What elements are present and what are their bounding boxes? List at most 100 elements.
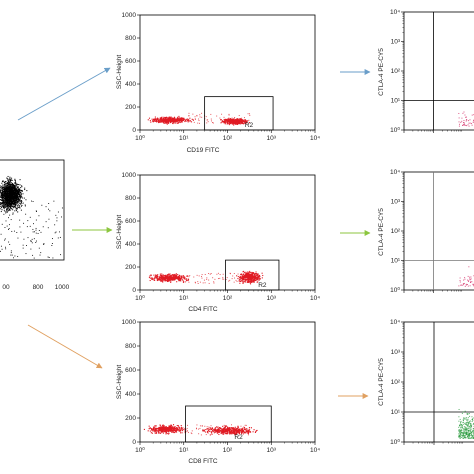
plot-fsc-ssc-event xyxy=(48,218,50,220)
plot-cd8-event xyxy=(218,428,220,430)
plot-cd8-event xyxy=(182,427,184,429)
plot-fsc-ssc-event xyxy=(5,191,7,193)
plot-fsc-ssc-event xyxy=(9,188,11,190)
plot-cd8-event xyxy=(174,426,176,428)
plot-cd8-event xyxy=(233,428,236,430)
plot-cd19-event xyxy=(241,122,243,124)
plot-cd19-event xyxy=(237,120,239,122)
plot-ctla4-bottom-event xyxy=(468,435,470,437)
plot-fsc-ssc-event xyxy=(9,185,11,187)
plot-fsc-ssc-event xyxy=(51,238,53,240)
plot-cd8-event xyxy=(154,432,157,434)
plot-cd19-event xyxy=(170,118,172,120)
plot-cd8-event xyxy=(168,425,170,427)
plot-cd4-event xyxy=(169,275,171,277)
plot-fsc-ssc-event xyxy=(11,191,13,193)
plot-cd8-event xyxy=(233,427,235,429)
plot-cd4-event xyxy=(175,274,177,276)
plot-fsc-ssc-event xyxy=(0,202,2,204)
plot-cd4-event xyxy=(255,271,257,273)
plot-cd19-event xyxy=(179,118,181,120)
plot-ctla4-bottom-event xyxy=(467,432,469,434)
plot-cd4-event xyxy=(166,275,168,277)
plot-fsc-ssc-event xyxy=(7,182,9,184)
plot-cd8-event xyxy=(241,429,243,431)
plot-cd8-event xyxy=(163,429,165,431)
plot-cd4-event xyxy=(248,275,250,277)
plot-ctla4-bottom-event xyxy=(468,422,470,424)
plot-cd19-event xyxy=(232,122,234,124)
plot-cd4-event xyxy=(169,278,171,280)
plot-cd4-event xyxy=(242,271,244,273)
plot-cd4-event xyxy=(164,280,166,282)
plot-cd19-event xyxy=(247,120,249,122)
plot-fsc-ssc-event xyxy=(1,248,3,250)
plot-cd19-xlabel: CD19 FITC xyxy=(187,147,220,154)
plot-ctla4-bottom-event xyxy=(459,431,461,433)
plot-ctla4-bottom-event xyxy=(461,412,463,414)
plot-cd8-event xyxy=(165,430,167,432)
plot-fsc-ssc-event xyxy=(19,219,21,221)
plot-cd4-event xyxy=(247,281,249,283)
plot-cd19-event xyxy=(221,120,224,122)
plot-cd8-event xyxy=(166,433,168,435)
plot-cd8-event xyxy=(223,432,225,434)
plot-cd8-event xyxy=(235,429,237,431)
plot-cd8-event xyxy=(211,427,214,429)
plot-cd19-event xyxy=(190,121,193,123)
plot-cd4-event xyxy=(233,272,235,274)
plot-fsc-ssc-event xyxy=(18,200,20,202)
plot-cd19-event xyxy=(194,118,196,120)
plot-fsc-ssc-event xyxy=(5,199,7,201)
plot-cd8-event xyxy=(173,431,175,434)
plot-cd8-event xyxy=(235,434,237,436)
plot-fsc-ssc-event xyxy=(57,211,59,213)
plot-fsc-ssc-event xyxy=(5,248,7,250)
plot-cd4-event xyxy=(163,279,165,281)
plot-fsc-ssc-event xyxy=(14,178,16,180)
plot-fsc-ssc-event xyxy=(14,188,16,190)
plot-cd4-event xyxy=(253,273,256,275)
plot-fsc-ssc-event xyxy=(3,209,5,211)
plot-fsc-ssc-event xyxy=(10,186,12,188)
plot-cd8-event xyxy=(226,428,228,430)
plot-fsc-ssc-event xyxy=(15,195,17,197)
plot-ctla4-mid-event xyxy=(467,275,469,277)
plot-ctla4-bottom-event xyxy=(468,426,470,428)
plot-fsc-ssc-event xyxy=(31,238,33,240)
plot-fsc-ssc-event xyxy=(9,176,11,178)
plot-fsc-ssc-event xyxy=(2,200,4,202)
plot-cd4-event xyxy=(171,274,173,276)
plot-cd19-event xyxy=(169,118,171,120)
plot-cd19-event xyxy=(219,119,222,121)
plot-fsc-ssc-event xyxy=(8,202,10,204)
plot-cd19-event xyxy=(163,117,165,119)
plot-cd4-event xyxy=(165,277,167,279)
plot-fsc-ssc-event xyxy=(0,192,2,194)
plot-cd8-event xyxy=(201,425,203,427)
plot-cd4-event xyxy=(256,278,259,280)
plot-cd4-event xyxy=(156,275,158,277)
plot-cd19-event xyxy=(167,117,169,119)
plot-ctla4-bottom-event xyxy=(462,432,464,434)
plot-cd8-event xyxy=(202,429,204,431)
plot-cd19-event xyxy=(225,119,227,121)
plot-cd19-event xyxy=(228,114,230,116)
plot-cd8-event xyxy=(163,430,165,432)
plot-fsc-ssc-event xyxy=(10,180,12,182)
plot-ctla4-bottom-event xyxy=(469,426,471,428)
plot-fsc-ssc-event xyxy=(4,184,6,186)
plot-fsc-ssc-event xyxy=(16,232,18,233)
plot-cd19-event xyxy=(225,119,227,121)
plot-cd4-event xyxy=(245,279,247,281)
plot-fsc-ssc-event xyxy=(56,217,58,219)
plot-fsc-ssc-event xyxy=(3,192,5,194)
plot-fsc-ssc-event xyxy=(17,191,19,193)
plot-cd4-event xyxy=(251,276,253,278)
plot-fsc-ssc-event xyxy=(38,215,40,217)
plot-cd8-event xyxy=(159,425,161,427)
plot-cd4-event xyxy=(249,276,251,278)
plot-ctla4-bottom-event xyxy=(470,424,472,426)
plot-cd19-event xyxy=(157,120,159,122)
plot-cd8-event xyxy=(171,426,173,428)
